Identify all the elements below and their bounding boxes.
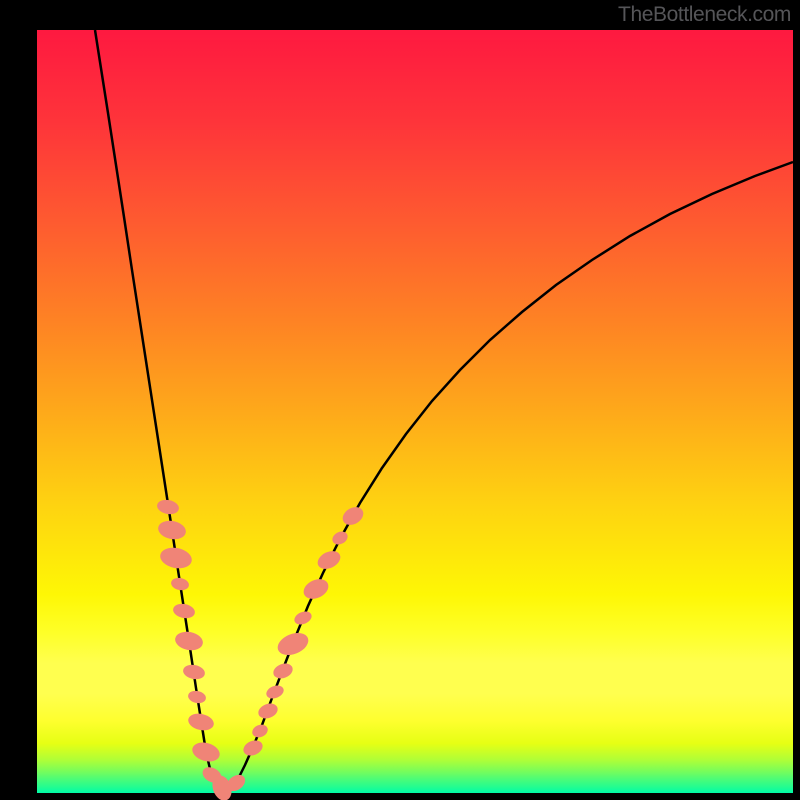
bottleneck-chart (0, 0, 800, 800)
chart-container: TheBottleneck.com (0, 0, 800, 800)
watermark-text: TheBottleneck.com (618, 3, 791, 27)
plot-background (37, 30, 793, 793)
